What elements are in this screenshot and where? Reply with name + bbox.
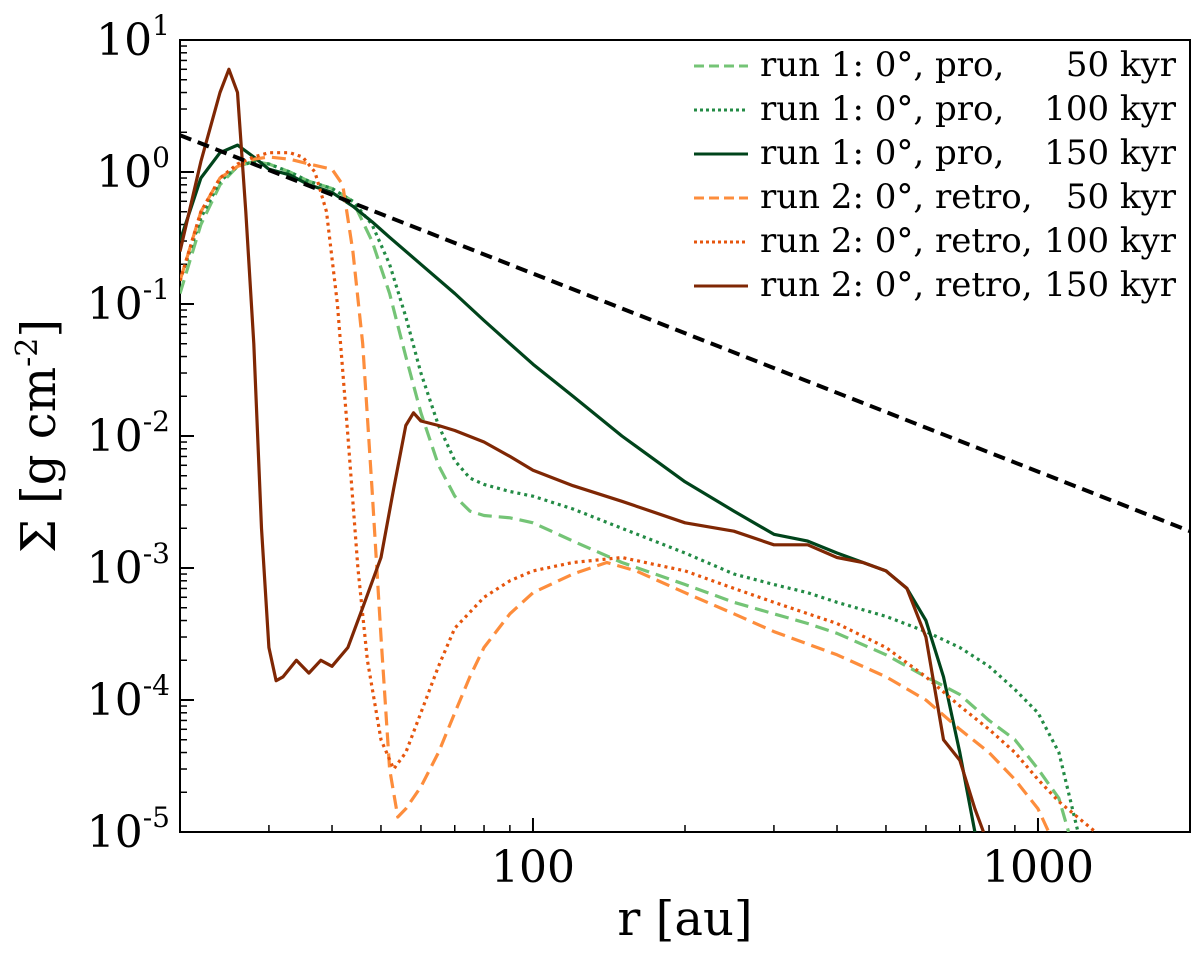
legend: run 1: 0°, pro, 50 kyr run 1: 0°, pro, 100 …	[694, 45, 1177, 305]
y-tick-label: 100	[96, 141, 170, 198]
series-lines	[180, 67, 1190, 832]
legend-label: run 1: 0°, pro,	[760, 45, 1004, 85]
y-tick-label: 10-3	[87, 537, 170, 594]
y-tick-label: 101	[96, 9, 170, 66]
reference-line	[180, 133, 1190, 534]
legend-label: run 2: 0°, retro,	[760, 265, 1033, 305]
legend-label-time: 150 kyr	[1044, 265, 1177, 305]
legend-label-time: 150 kyr	[1044, 133, 1177, 173]
y-axis-label: Σ [g cm-2]	[10, 319, 67, 553]
series-line-1	[180, 159, 1071, 832]
legend-label-time: 100 kyr	[1044, 89, 1177, 129]
x-tick-label: 100	[491, 842, 575, 893]
legend-label: run 2: 0°, retro,	[760, 221, 1033, 261]
legend-label-time: 100 kyr	[1044, 221, 1177, 261]
y-tick-label: 10-4	[87, 669, 170, 726]
legend-label: run 1: 0°, pro,	[760, 89, 1004, 129]
series-line-2	[180, 159, 1080, 832]
tick-labels: 100 1000 101 100 10-1 10-2 10-3 10-4 10-5	[87, 9, 1094, 893]
ticks	[179, 39, 1191, 833]
legend-label-time: 50 kyr	[1066, 177, 1177, 217]
legend-label-time: 50 kyr	[1066, 45, 1177, 85]
y-tick-label: 10-2	[87, 405, 170, 462]
series-line-4	[180, 155, 1051, 832]
x-axis-label: r [au]	[617, 891, 752, 947]
y-tick-label: 10-1	[87, 273, 170, 330]
legend-label: run 1: 0°, pro,	[760, 133, 1004, 173]
plot-frame	[179, 39, 1191, 833]
legend-label: run 2: 0°, retro,	[760, 177, 1033, 217]
x-tick-label: 1000	[982, 842, 1094, 893]
svg-text:Σ [g cm-2]: Σ [g cm-2]	[10, 319, 67, 553]
series-line-6	[180, 67, 986, 832]
y-tick-label: 10-5	[87, 801, 170, 858]
